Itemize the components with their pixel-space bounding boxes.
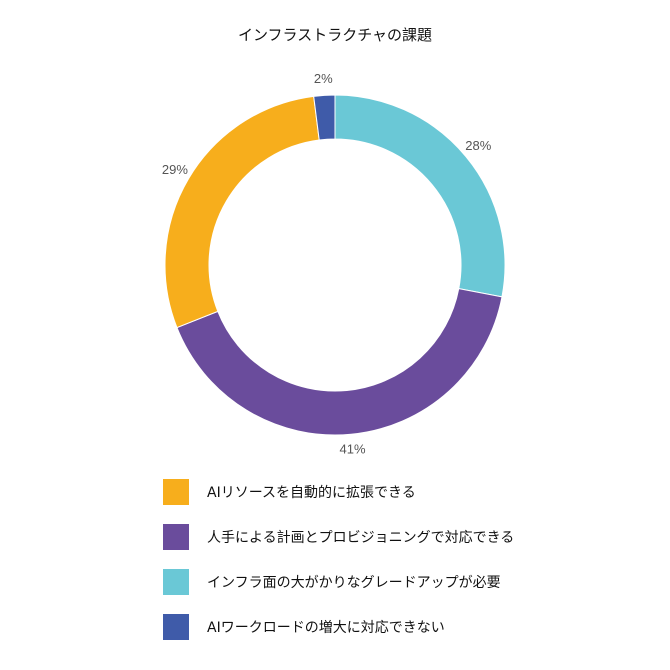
legend-item: AIリソースを自動的に拡張できる [163, 478, 623, 506]
legend-item: 人手による計画とプロビジョニングで対応できる [163, 523, 623, 551]
slice-value-label: 41% [339, 442, 365, 457]
donut-slice [334, 94, 506, 298]
donut-slice [164, 95, 320, 329]
legend-label: インフラ面の大がかりなグレードアップが必要 [207, 575, 501, 591]
donut-slice [176, 288, 503, 436]
legend-swatch [163, 479, 189, 505]
legend-swatch [163, 614, 189, 640]
legend-swatch [163, 524, 189, 550]
legend-label: AIリソースを自動的に拡張できる [207, 485, 416, 501]
donut-slice [313, 94, 336, 141]
slice-value-label: 2% [314, 71, 333, 86]
legend-item: インフラ面の大がかりなグレードアップが必要 [163, 568, 623, 596]
slice-value-label: 29% [162, 162, 188, 177]
legend-item: AIワークロードの増大に対応できない [163, 613, 623, 641]
legend-label: AIワークロードの増大に対応できない [207, 620, 445, 636]
legend-label: 人手による計画とプロビジョニングで対応できる [207, 530, 515, 546]
chart-title: インフラストラクチャの課題 [237, 26, 433, 44]
legend: AIリソースを自動的に拡張できる 人手による計画とプロビジョニングで対応できる … [163, 478, 623, 658]
legend-swatch [163, 569, 189, 595]
slice-value-label: 28% [465, 138, 491, 153]
